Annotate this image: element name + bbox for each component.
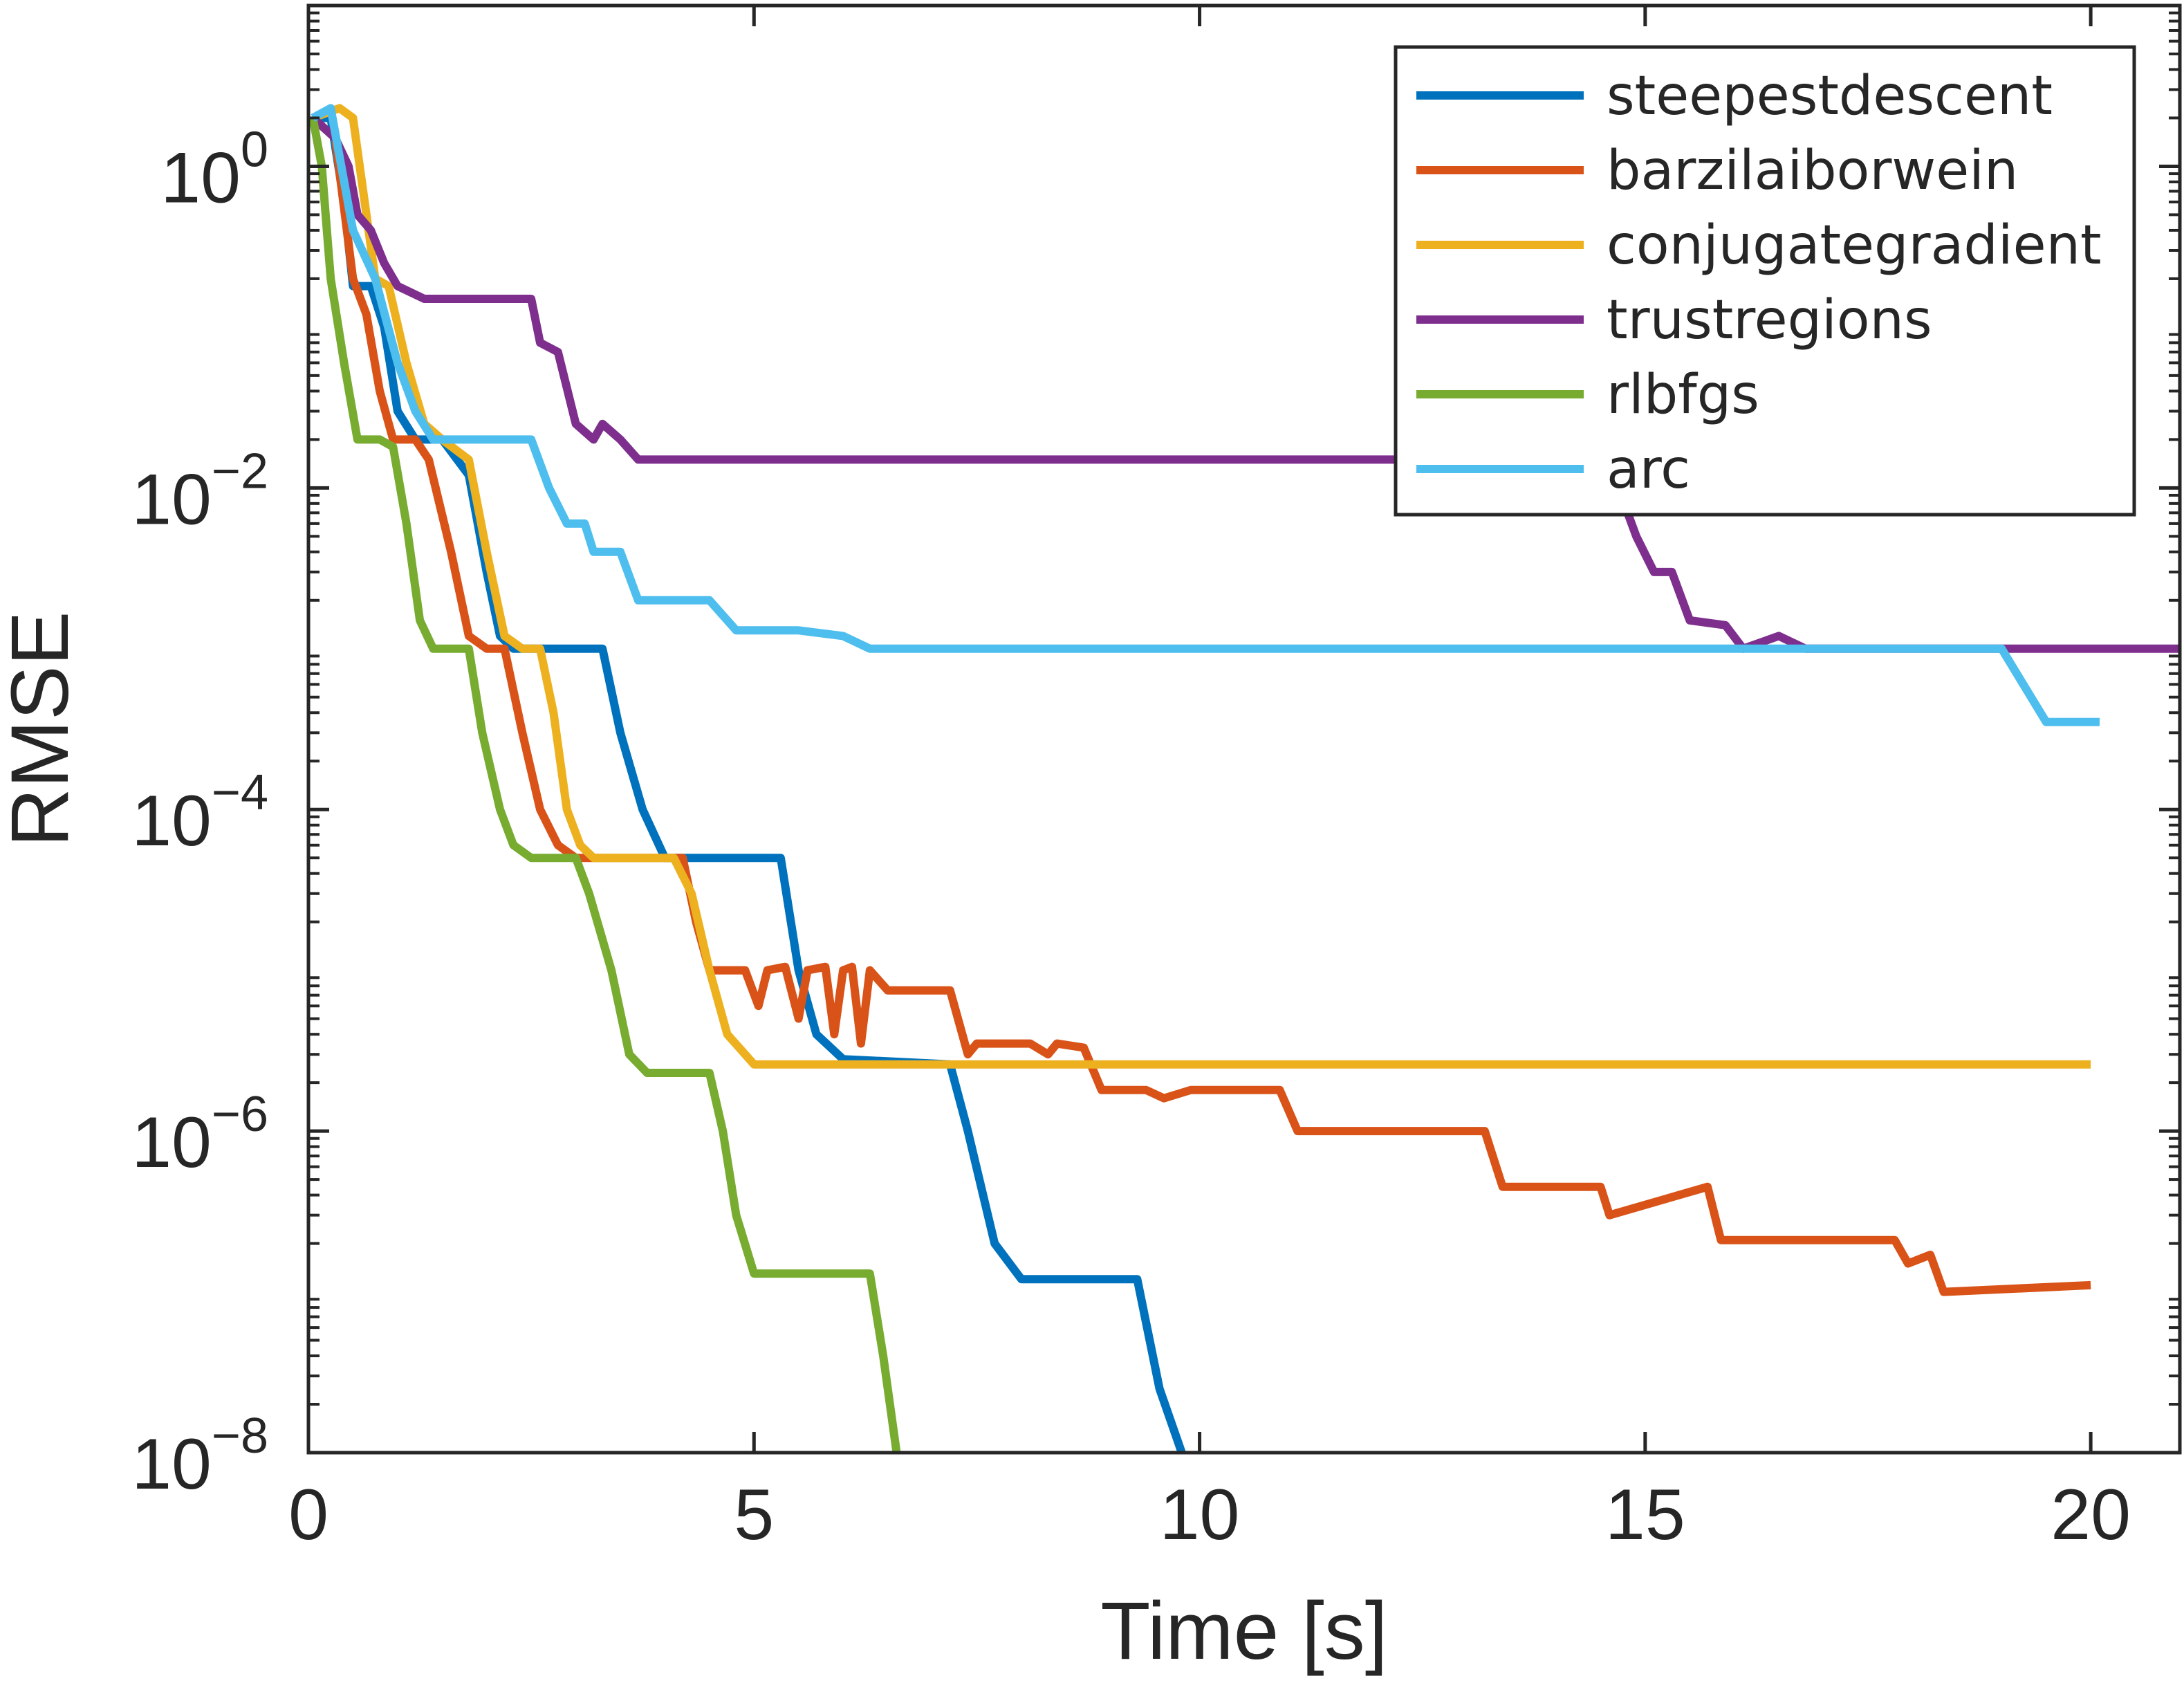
y-tick-label: 10−4 <box>131 765 268 861</box>
x-tick-label: 0 <box>288 1475 328 1555</box>
legend-label-steepestdescent: steepestdescent <box>1607 65 2053 127</box>
series-layer <box>308 104 2180 1454</box>
x-axis-title: Time [s] <box>1100 1585 1387 1677</box>
y-tick-exponent: −4 <box>212 765 268 820</box>
legend-label-rlbfgs: rlbfgs <box>1607 364 1759 426</box>
x-tick-label: 20 <box>2051 1475 2131 1555</box>
y-tick-exponent: 0 <box>241 122 268 177</box>
series-line-trustregions <box>310 115 2180 653</box>
series-line-arc <box>311 104 2100 726</box>
series-line-conjugategradient <box>311 104 2091 1069</box>
legend-label-barzilaiborwein: barzilaiborwein <box>1607 140 2018 202</box>
legend-label-trustregions: trustregions <box>1607 289 1932 351</box>
x-tick-label: 15 <box>1605 1475 1685 1555</box>
legend-box <box>1394 45 2136 517</box>
axes-box <box>306 3 2182 1455</box>
y-tick-exponent: −2 <box>212 443 268 499</box>
y-tick-label: 100 <box>160 122 268 218</box>
legend: steepestdescent barzilaiborwein conjugateg… <box>1394 45 2136 517</box>
legend-label-arc: arc <box>1607 439 1690 501</box>
y-tick-exponent: −6 <box>212 1087 268 1142</box>
legend-label-conjugategradient: conjugategradient <box>1607 214 2102 277</box>
y-axis-title: RMSE <box>0 611 86 847</box>
x-tick-label: 5 <box>734 1475 774 1555</box>
series-line-rlbfgs <box>308 117 901 1453</box>
series-line-barzilaiborwein <box>310 115 2091 1296</box>
y-tick-exponent: −8 <box>212 1408 268 1464</box>
x-tick-label: 10 <box>1160 1475 1240 1555</box>
series-line-steepestdescent <box>313 113 1186 1454</box>
